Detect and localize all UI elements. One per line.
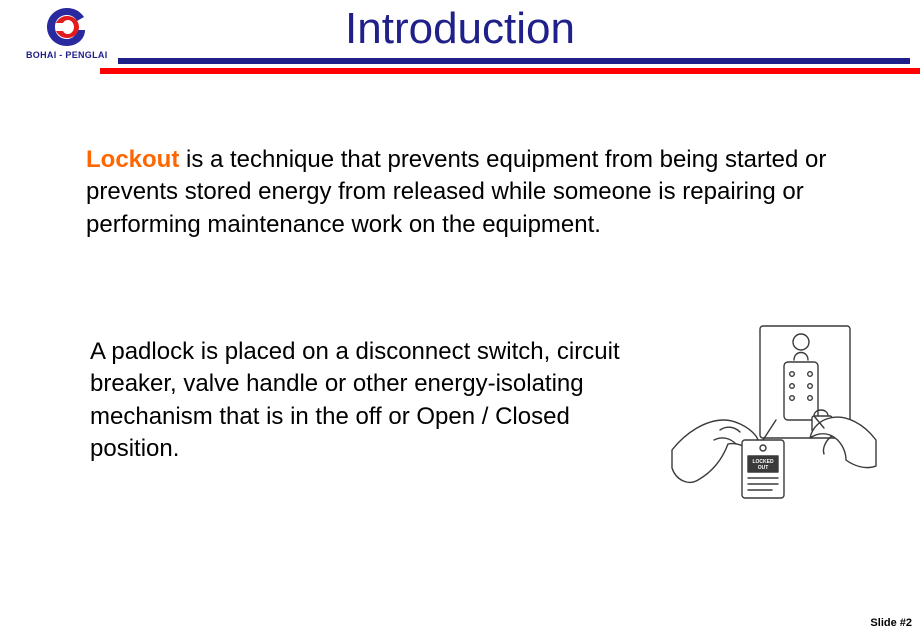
padlock-paragraph: A padlock is placed on a disconnect swit… — [90, 336, 630, 466]
tag-text-line2: OUT — [758, 465, 769, 471]
lockout-keyword: Lockout — [86, 146, 179, 173]
lockout-illustration: LOCKED OUT — [664, 320, 884, 510]
intro-paragraph-rest: is a technique that prevents equipment f… — [86, 146, 826, 238]
slide: BOHAI - PENGLAI Introduction Lockout is … — [0, 0, 920, 637]
intro-paragraph: Lockout is a technique that prevents equ… — [86, 144, 854, 241]
divider-red — [100, 68, 920, 74]
divider-blue — [118, 58, 910, 64]
slide-number: Slide #2 — [870, 617, 912, 629]
slide-title: Introduction — [0, 4, 920, 54]
